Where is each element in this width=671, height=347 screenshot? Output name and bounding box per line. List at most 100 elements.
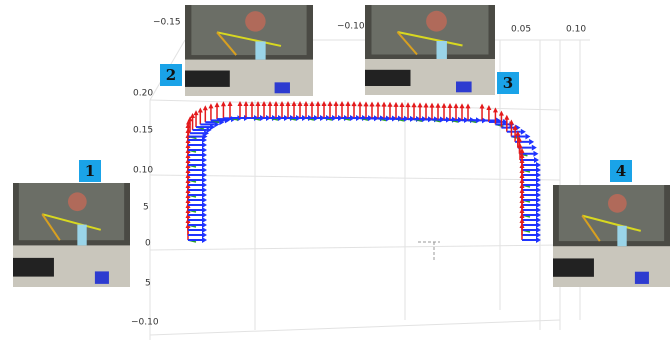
photo-wall [191, 5, 306, 55]
blue-arrow-head [529, 139, 534, 145]
photo-marker [275, 82, 290, 93]
blue-arrow-head [202, 192, 207, 198]
red-arrow-head [194, 110, 199, 115]
photo-face [245, 11, 265, 31]
y-tick-label: 0.20 [133, 89, 153, 99]
photo-face [68, 192, 87, 211]
red-arrow-head [215, 102, 220, 107]
photo-keyboard [13, 258, 54, 277]
badge-label: 1 [85, 162, 95, 180]
red-arrow-head [316, 101, 321, 106]
photo-wall [19, 183, 124, 240]
photo-marker [635, 272, 649, 284]
photo-bottle [255, 41, 265, 59]
blue-arrow-head [202, 182, 207, 188]
blue-arrow-head [202, 187, 207, 193]
y-tick-label: 5 [145, 279, 151, 289]
grid-line [150, 320, 560, 335]
x-tick-label: −0.15 [153, 18, 181, 28]
red-arrow-head [412, 102, 417, 107]
red-arrow-head [424, 103, 429, 108]
red-arrow-head [480, 103, 485, 108]
red-arrow-head [268, 101, 273, 106]
red-arrow-head [504, 115, 509, 120]
red-arrow-head [466, 103, 471, 108]
blue-arrow-head [202, 142, 207, 148]
red-arrow-head [352, 101, 357, 106]
y-tick-label: 5 [143, 203, 149, 213]
photo-bottle [617, 226, 626, 246]
red-arrow-head [328, 101, 333, 106]
red-arrow-head [208, 103, 213, 108]
y-tick-label: 0 [145, 239, 151, 249]
photo-bottle [77, 225, 86, 246]
blue-arrow-head [202, 232, 207, 238]
red-arrow-head [400, 102, 405, 107]
red-arrow-head [322, 101, 327, 106]
y-tick-label: −0.10 [131, 318, 159, 328]
red-arrow-head [364, 101, 369, 106]
red-arrow-head [244, 101, 249, 106]
blue-arrow-head [525, 133, 530, 139]
x-tick-label: 0.05 [511, 25, 531, 35]
red-arrow-head [370, 101, 375, 106]
photo-face [426, 11, 447, 32]
red-arrow-head [406, 102, 411, 107]
badge-label: 4 [616, 162, 626, 180]
red-arrow-head [203, 105, 208, 110]
photo-bottle [437, 41, 447, 59]
red-arrow-head [262, 101, 267, 106]
red-arrow-head [346, 101, 351, 106]
red-arrow-head [442, 103, 447, 108]
badge-label: 3 [503, 74, 513, 92]
red-arrow-head [460, 103, 465, 108]
blue-arrow-head [533, 151, 538, 157]
y-tick-label: 0.15 [133, 126, 153, 136]
blue-arrow-head [202, 177, 207, 183]
photo-face [608, 194, 627, 213]
blue-arrow-head [202, 197, 207, 203]
red-arrow-head [340, 101, 345, 106]
red-arrow-head [418, 102, 423, 107]
blue-arrow-head [202, 172, 207, 178]
red-arrow-head [436, 103, 441, 108]
photo-wall [372, 5, 489, 55]
blue-arrow-head [202, 212, 207, 218]
blue-arrow-head [202, 157, 207, 163]
red-arrow-head [358, 101, 363, 106]
blue-arrow-head [202, 222, 207, 228]
red-arrow-head [256, 101, 261, 106]
red-arrow-head [250, 101, 255, 106]
trajectory [186, 101, 542, 243]
figure: 1 2 3 4 0.20 0.15 0.10 5 0 5 −0.10 −0.15 −0.10 0.05 0… [0, 0, 671, 347]
badge-label: 2 [166, 66, 176, 84]
red-arrow-head [334, 101, 339, 106]
blue-arrow-head [202, 167, 207, 173]
red-arrow-head [198, 107, 203, 112]
photo-keyboard [553, 258, 594, 276]
red-arrow-head [430, 103, 435, 108]
red-arrow-head [382, 102, 387, 107]
blue-arrow-head [202, 227, 207, 233]
blue-arrow-head [532, 145, 537, 151]
x-tick-label: −0.10 [337, 22, 365, 32]
blue-arrow-head [521, 129, 526, 135]
blue-arrow-head [202, 162, 207, 168]
photo-wall [559, 185, 664, 241]
grid-line [150, 245, 560, 250]
red-arrow-head [394, 102, 399, 107]
y-tick-label: 0.10 [133, 166, 153, 176]
red-arrow-head [388, 102, 393, 107]
grid-line [150, 175, 560, 180]
blue-arrow-head [202, 237, 207, 243]
blue-arrow-head [534, 157, 539, 163]
blue-arrow-head [202, 217, 207, 223]
x-tick-label: 0.10 [566, 25, 586, 35]
blue-arrow-head [202, 202, 207, 208]
blue-arrow-head [202, 147, 207, 153]
blue-arrow-head [202, 152, 207, 158]
red-arrow-head [448, 103, 453, 108]
red-arrow-head [486, 105, 491, 110]
photo-keyboard [185, 71, 230, 87]
photo-keyboard [365, 70, 411, 86]
